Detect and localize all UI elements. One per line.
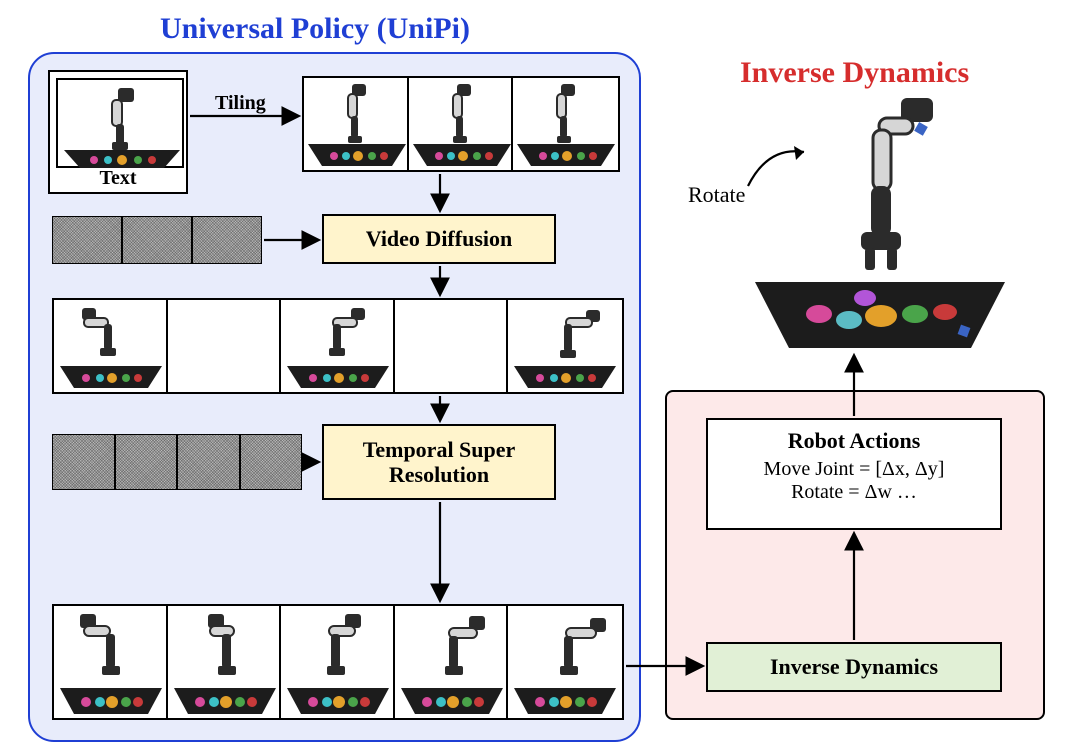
dense-frame: [281, 606, 395, 718]
tiling-label: Tiling: [215, 92, 266, 115]
noise-cell: [52, 434, 115, 490]
tiled-row: [302, 76, 620, 172]
inverse-dynamics-box: Inverse Dynamics: [706, 642, 1002, 692]
actions-title: Robot Actions: [718, 428, 990, 454]
noise-cell: [115, 434, 178, 490]
noise-strip-2: [52, 434, 302, 490]
dense-frame: [54, 606, 168, 718]
dense-frame: [168, 606, 282, 718]
sparse-frame: [508, 300, 622, 392]
temporal-sr-box: Temporal Super Resolution: [322, 424, 556, 500]
actions-line-1: Move Joint = [Δx, Δy]: [718, 458, 990, 481]
inverse-title: Inverse Dynamics: [740, 56, 969, 90]
noise-strip-1: [52, 216, 262, 264]
tsr-line1: Temporal Super: [363, 437, 516, 462]
result-robot: [745, 92, 1015, 352]
noise-cell: [177, 434, 240, 490]
tsr-line2: Resolution: [389, 462, 489, 487]
noise-cell: [122, 216, 192, 264]
video-diffusion-box: Video Diffusion: [322, 214, 556, 264]
input-group: Text: [48, 70, 188, 194]
text-label: Text: [50, 167, 186, 190]
actions-line-2: Rotate = Δw …: [718, 481, 990, 504]
robot-actions-box: Robot Actions Move Joint = [Δx, Δy] Rota…: [706, 418, 1002, 530]
dense-frame: [395, 606, 509, 718]
video-diffusion-label: Video Diffusion: [366, 226, 512, 251]
tiled-frame: [513, 78, 618, 170]
dense-row: [52, 604, 624, 720]
sparse-row: [52, 298, 624, 394]
sparse-frame-blank: [395, 300, 509, 392]
sparse-frame: [54, 300, 168, 392]
sparse-frame: [281, 300, 395, 392]
tiled-frame: [304, 78, 409, 170]
unipi-title: Universal Policy (UniPi): [160, 12, 470, 46]
inverse-dynamics-label: Inverse Dynamics: [770, 654, 938, 680]
dense-frame: [508, 606, 622, 718]
input-image-frame: [56, 78, 184, 168]
robot-thumb-svg: [58, 80, 186, 170]
rotate-label: Rotate: [688, 182, 745, 208]
noise-cell: [240, 434, 303, 490]
tiled-frame: [409, 78, 514, 170]
noise-cell: [52, 216, 122, 264]
noise-cell: [192, 216, 262, 264]
sparse-frame-blank: [168, 300, 282, 392]
